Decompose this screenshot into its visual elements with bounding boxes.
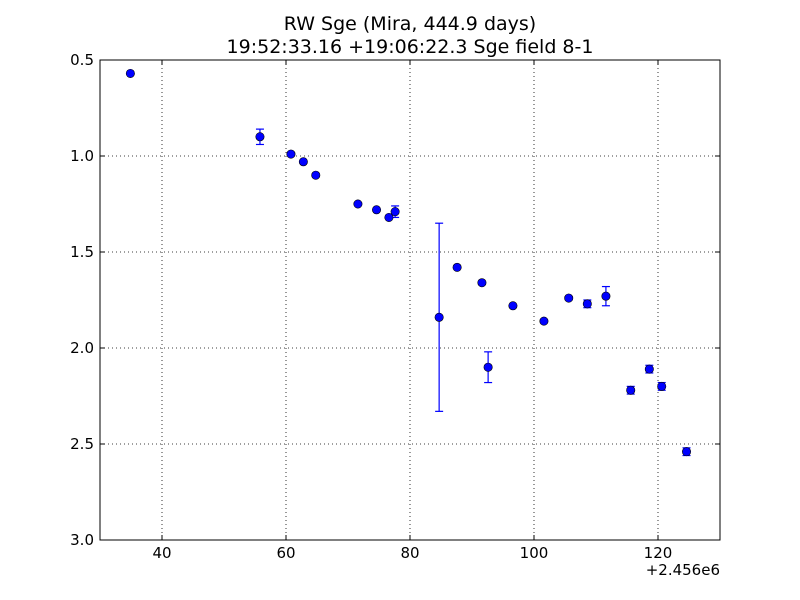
- y-tick-label: 2.5: [70, 435, 94, 453]
- x-tick-label: 80: [400, 544, 419, 562]
- x-tick-label: 40: [152, 544, 171, 562]
- data-point: [601, 291, 611, 301]
- x-tick-label: 60: [276, 544, 295, 562]
- y-tick-label: 1.0: [70, 147, 94, 165]
- data-point: [582, 299, 592, 309]
- x-tick-label: 100: [520, 544, 549, 562]
- x-tick-label: 120: [644, 544, 673, 562]
- data-point: [477, 278, 487, 288]
- data-point: [539, 316, 549, 326]
- data-point: [372, 205, 382, 215]
- data-point: [626, 385, 636, 395]
- data-point: [298, 157, 308, 167]
- y-tick-label: 3.0: [70, 531, 94, 549]
- data-point: [384, 212, 394, 222]
- grid-lines: [100, 60, 720, 540]
- x-offset-label: +2.456e6: [646, 561, 720, 579]
- y-tick-label: 2.0: [70, 339, 94, 357]
- data-point: [644, 364, 654, 374]
- axis-ticks: 40 60 80 100 120 0.5 1.0 1.5 2.0 2.5 3.0: [70, 51, 720, 562]
- data-point: [311, 170, 321, 180]
- data-point: [434, 312, 444, 322]
- y-tick-label: 1.5: [70, 243, 94, 261]
- data-point: [657, 381, 667, 391]
- chart-title: RW Sge (Mira, 444.9 days): [284, 13, 536, 35]
- data-point: [564, 293, 574, 303]
- data-point: [483, 362, 493, 372]
- chart-subtitle: 19:52:33.16 +19:06:22.3 Sge field 8-1: [227, 36, 594, 58]
- data-point: [452, 262, 462, 272]
- data-points: [125, 68, 692, 457]
- data-point: [508, 301, 518, 311]
- y-tick-label: 0.5: [70, 51, 94, 69]
- data-point: [682, 447, 692, 457]
- data-point: [286, 149, 296, 159]
- data-point: [255, 132, 265, 142]
- data-point: [125, 68, 135, 78]
- data-point: [353, 199, 363, 209]
- error-bars: [255, 128, 691, 457]
- data-point: [390, 207, 400, 217]
